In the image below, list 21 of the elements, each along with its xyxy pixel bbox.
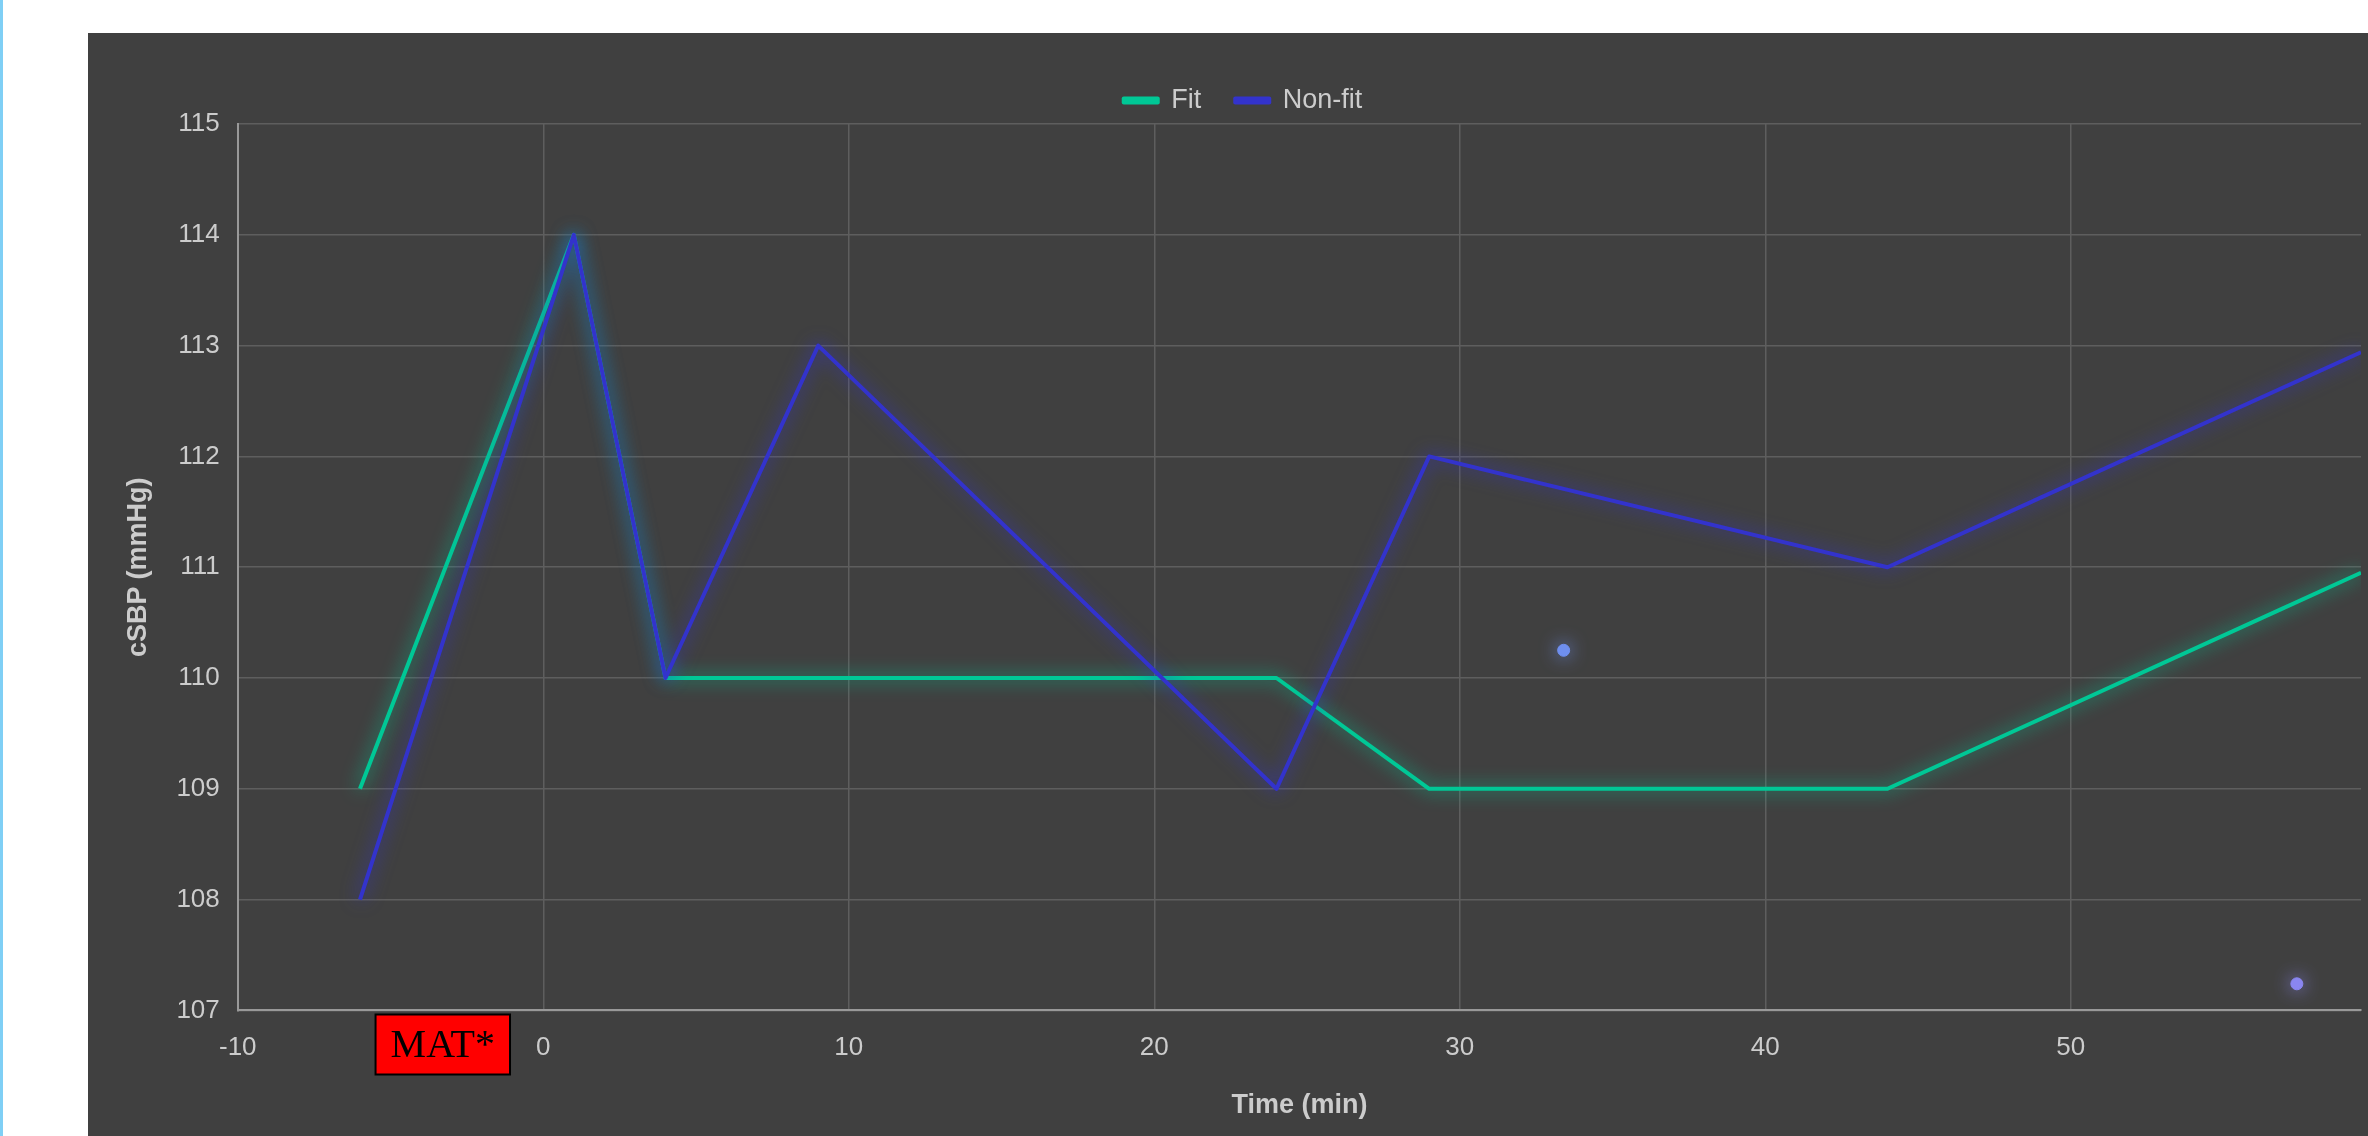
y-tick-label: 111 — [180, 550, 220, 581]
text: MAT* — [390, 1020, 496, 1066]
y-tick-label: 110 — [178, 661, 220, 692]
y-tick-label: 109 — [176, 771, 220, 802]
x-tick-label: 40 — [1750, 1031, 1780, 1062]
y-tick-label: 113 — [178, 328, 220, 359]
x-axis-title: Time (min) — [1231, 1089, 1368, 1120]
y-tick-label: 114 — [178, 217, 220, 248]
y-tick-label: 108 — [176, 882, 220, 913]
x-tick-label: 0 — [536, 1031, 551, 1062]
x-tick-label: 30 — [1445, 1031, 1475, 1062]
legend-label: Fit — [1171, 83, 1202, 114]
x-tick-label: 20 — [1139, 1031, 1169, 1062]
y-tick-label: 115 — [178, 107, 220, 138]
x-tick-label: 50 — [2056, 1031, 2086, 1062]
x-tick-label: -10 — [218, 1031, 257, 1062]
y-tick-label: 112 — [178, 439, 220, 470]
y-axis-title: cSBP (mmHg) — [121, 477, 152, 657]
x-tick-label: 10 — [834, 1031, 864, 1062]
y-tick-label: 107 — [176, 993, 220, 1024]
legend-label: Non-fit — [1282, 83, 1363, 114]
